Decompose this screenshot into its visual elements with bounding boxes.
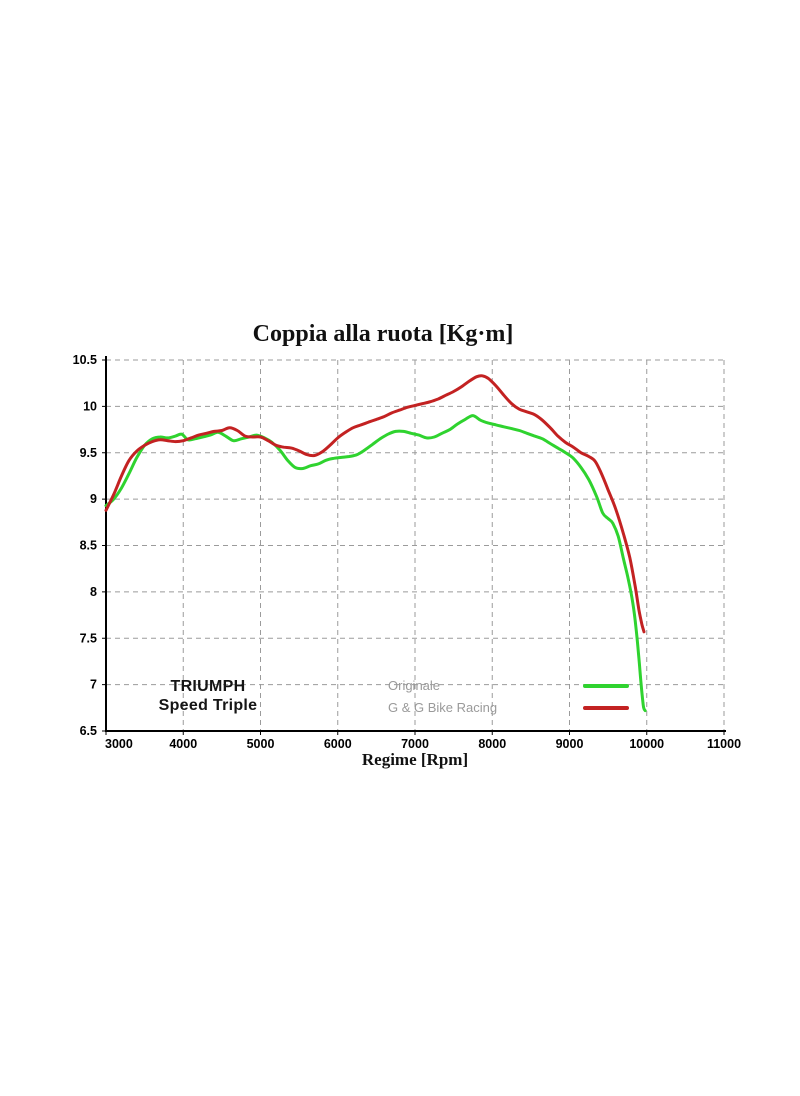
series-line-originale — [104, 414, 647, 713]
x-tick-label: 8000 — [478, 737, 506, 751]
x-tick-label: 5000 — [247, 737, 275, 751]
x-tick-label: 11000 — [707, 737, 741, 751]
x-tick-label: 6000 — [324, 737, 352, 751]
chart-title: Coppia alla ruota [Kg·m] — [252, 321, 514, 347]
y-tick-label: 10 — [83, 399, 97, 413]
x-tick-label: 9000 — [556, 737, 584, 751]
x-tick-label: 7000 — [401, 737, 429, 751]
bike-brand-text: TRIUMPH — [170, 678, 246, 695]
y-tick-label: 9 — [90, 492, 97, 506]
bike-model-text: Speed Triple — [158, 697, 258, 714]
x-tick-label: 4000 — [169, 737, 197, 751]
series-line-g-g-bike-racing — [104, 374, 646, 634]
y-tick-label: 10.5 — [73, 353, 97, 367]
legend-key-originale-line — [583, 684, 629, 688]
y-tick-label: 7 — [90, 678, 97, 692]
y-tick-label: 9.5 — [80, 446, 97, 460]
x-tick-label: 10000 — [629, 737, 664, 751]
y-tick-label: 7.5 — [80, 631, 97, 645]
x-axis-title: Regime [Rpm] — [361, 750, 469, 769]
y-tick-label: 8 — [90, 585, 97, 599]
bike-model-annotation: TRIUMPH Speed Triple — [159, 677, 258, 715]
x-tick-label: 3000 — [105, 737, 133, 751]
legend-key-gg-bike-racing-line — [583, 706, 629, 710]
legend-label-originale: Originale — [388, 678, 441, 693]
legend-label-gg-bike-racing: G & G Bike Racing — [388, 700, 498, 715]
y-tick-label: 6.5 — [80, 724, 97, 738]
y-tick-label: 8.5 — [80, 539, 97, 553]
